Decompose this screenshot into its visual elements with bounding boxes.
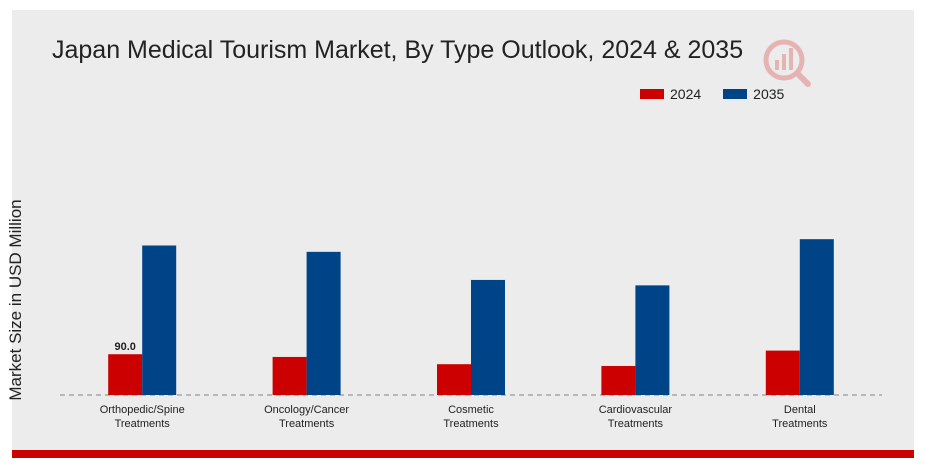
market-research-logo-icon [763,39,811,87]
chart-title: Japan Medical Tourism Market, By Type Ou… [52,36,744,64]
x-tick-label-0-0: Orthopedic/Spine [100,404,185,416]
bar-2035-2 [471,279,505,395]
bar-2024-3 [601,366,636,395]
legend-swatch-2024 [640,89,664,99]
legend-item-2035: 2035 [723,86,784,102]
bar-2035-4 [799,239,834,395]
legend-swatch-2035 [723,89,748,99]
x-tick-label-4-1: Treatments [772,418,828,430]
bar-2035-1 [306,251,341,395]
x-tick-label-2-0: Cosmetic [448,404,494,416]
x-tick-label-2-1: Treatments [443,418,499,430]
bottom-accent-bar [12,450,914,458]
bar-2035-0 [142,245,177,395]
x-tick-label-0-1: Treatments [115,418,171,430]
legend: 2024 2035 [640,86,794,102]
bar-2035-3 [635,285,670,395]
legend-label-2024: 2024 [670,86,702,102]
x-tick-label-1-0: Oncology/Cancer [264,404,349,416]
data-label-2024-0: 90.0 [114,341,135,353]
legend-item-2024: 2024 [640,86,701,102]
bar-2024-1 [272,356,307,395]
legend-label-2035: 2035 [753,86,785,102]
x-tick-label-4-0: Dental [784,404,816,416]
bar-2024-4 [765,350,800,395]
x-tick-label-3-0: Cardiovascular [599,404,673,416]
bar-2024-2 [437,364,471,395]
x-tick-label-3-1: Treatments [608,418,664,430]
x-tick-label-1-1: Treatments [279,418,335,430]
bar-2024-0 [108,354,143,395]
